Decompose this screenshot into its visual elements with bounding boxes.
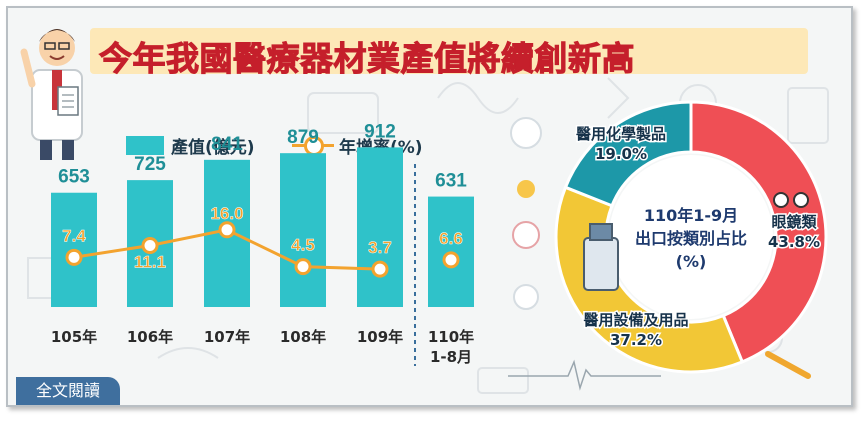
page-title: 今年我國醫療器材業產值將續創新高: [99, 39, 636, 79]
read-full-article-button[interactable]: 全文閱讀: [16, 377, 120, 405]
growth-value-label-5: 6.6: [439, 229, 463, 248]
donut-label-1: 醫用設備及用品: [583, 311, 688, 329]
heartbeat-line: [508, 359, 661, 391]
donut-hole: [609, 155, 773, 319]
donut-center-title-line-0: 110年1-9月: [644, 206, 738, 225]
x-tick-label-5-line-1: 1-8月: [430, 348, 472, 366]
donut-value-0: 43.8%: [768, 233, 820, 251]
legend-bar-label: 產值(億元): [171, 138, 255, 158]
growth-point-4: [371, 260, 389, 278]
bar-value-label-2: 841: [211, 134, 243, 155]
growth-value-label-4: 3.7: [368, 238, 392, 257]
test-tube-icon: [513, 284, 539, 310]
donut-slice-0: [689, 100, 828, 364]
donut-slice-2: [563, 100, 693, 208]
doctor-icon: [20, 29, 83, 160]
x-tick-label-1: 106年: [127, 328, 173, 346]
x-tick-label-5: 110年: [428, 328, 474, 346]
bar-value-label-0: 653: [58, 167, 90, 188]
growth-value-label-0: 7.4: [62, 226, 86, 245]
donut-label-0: 眼鏡類: [771, 213, 817, 231]
glasses-icon: [773, 192, 809, 208]
x-tick-label-2: 107年: [204, 328, 250, 346]
equipment-screen-icon: [589, 223, 613, 241]
production-and-export-charts: 653 105年 725 106年 841 107年 879 108年 912 109年 631 11…: [51, 100, 828, 391]
medical-equipment-icon: [583, 237, 619, 291]
legend-bar-swatch: [126, 136, 164, 155]
growth-point-2: [218, 221, 236, 239]
x-tick-label-4: 109年: [357, 328, 403, 346]
pill-icon: [517, 180, 535, 198]
donut-label-2: 醫用化學製品: [576, 125, 666, 143]
x-tick-label-0: 105年: [51, 328, 97, 346]
atom-icon: [510, 117, 542, 149]
bar-value-label-3: 879: [287, 127, 319, 148]
microscope-icon: [512, 221, 540, 249]
donut-center-title-line-2: (%): [676, 252, 707, 271]
bar-4: [357, 147, 403, 307]
bar-value-label-4: 912: [364, 121, 396, 142]
donut-value-1: 37.2%: [610, 331, 662, 349]
syringe-icon: [765, 351, 811, 379]
bar-value-label-5: 631: [435, 171, 467, 192]
growth-point-0: [65, 248, 83, 266]
growth-point-5: [442, 251, 460, 269]
growth-value-label-1: 11.1: [134, 252, 166, 271]
bar-3: [280, 153, 326, 307]
bar-value-label-1: 725: [134, 154, 166, 175]
donut-value-2: 19.0%: [595, 145, 647, 163]
growth-point-3: [294, 258, 312, 276]
growth-point-1: [141, 236, 159, 254]
infographic-frame: 今年我國醫療器材業產值將續創新高 產值(億元) 年增率(%) 653105年72…: [6, 6, 853, 407]
title-band: [90, 28, 808, 74]
x-tick-label-3: 108年: [280, 328, 326, 346]
growth-value-label-3: 4.5: [291, 236, 315, 255]
donut-center-title-line-1: 出口按類別占比: [635, 229, 747, 248]
growth-value-label-2: 16.0: [210, 204, 243, 223]
